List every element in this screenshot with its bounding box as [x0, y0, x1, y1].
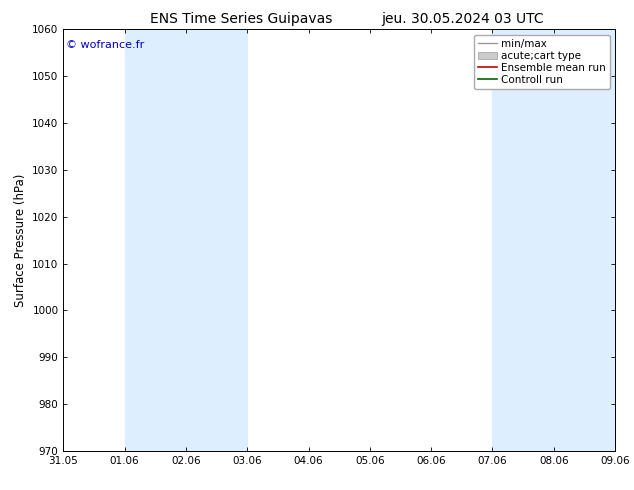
Text: © wofrance.fr: © wofrance.fr [66, 40, 145, 50]
Y-axis label: Surface Pressure (hPa): Surface Pressure (hPa) [14, 173, 27, 307]
Bar [125, 29, 247, 451]
Legend: min/max, acute;cart type, Ensemble mean run, Controll run: min/max, acute;cart type, Ensemble mean … [474, 35, 610, 89]
Text: ENS Time Series Guipavas: ENS Time Series Guipavas [150, 12, 332, 26]
Bar [493, 29, 615, 451]
Text: jeu. 30.05.2024 03 UTC: jeu. 30.05.2024 03 UTC [382, 12, 544, 26]
